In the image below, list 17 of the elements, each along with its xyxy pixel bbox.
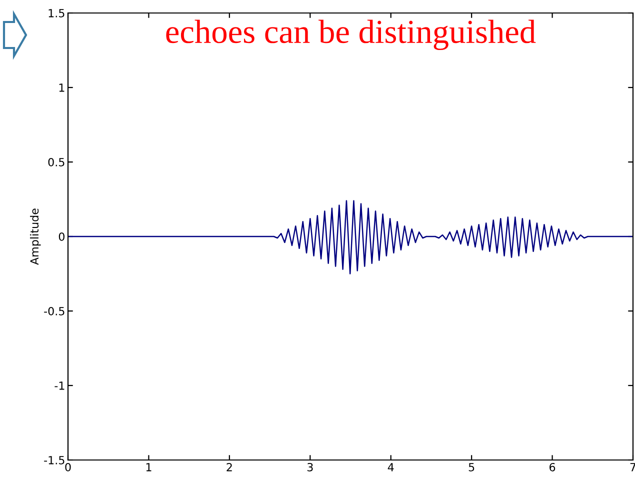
x-tick-label: 0 (65, 462, 71, 472)
x-tick-label: 6 (550, 462, 556, 472)
x-tick-label: 2 (226, 462, 232, 472)
x-tick-label: 3 (307, 462, 313, 472)
x-tick-label: 4 (388, 463, 394, 472)
y-tick-label: -0.5 (44, 306, 64, 316)
y-tick-label: 1 (59, 84, 64, 92)
x-tick-label: 5 (468, 463, 474, 472)
y-tick-label: -1 (54, 382, 64, 390)
line-series (68, 200, 633, 274)
annotation: echoes can be distinguished (166, 20, 536, 50)
x-tick-label: 1 (146, 463, 152, 472)
y-tick-label: 1.5 (48, 9, 64, 18)
y-axis-title: Amplitude (30, 208, 41, 265)
y-tick-label: -1.5 (44, 456, 64, 464)
y-tick-label: 0 (58, 232, 64, 241)
y-tick-label: 0.5 (48, 158, 64, 166)
